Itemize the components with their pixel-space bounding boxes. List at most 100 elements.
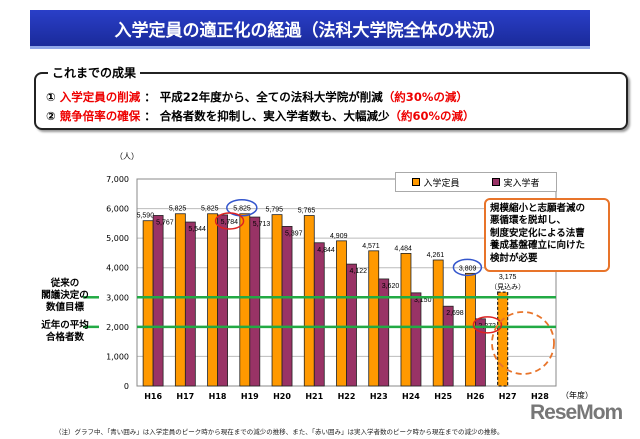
current-enrolled-circle: [472, 316, 503, 334]
resemom-logo: ReseMom: [530, 401, 623, 424]
bar-capacity: [497, 291, 509, 387]
bar-enrolled: [281, 226, 293, 387]
x-tick-label: H26: [467, 392, 485, 401]
data-label: 2,698: [446, 310, 464, 317]
result-paren: （約60%の減）: [389, 109, 475, 123]
future-dashed-circle: [491, 311, 555, 375]
data-label: 5,397: [285, 230, 303, 237]
data-label: 5,784: [221, 219, 239, 226]
bar-capacity: [239, 213, 251, 387]
y-tick-label: 0: [124, 382, 129, 391]
data-label: 5,713: [253, 221, 271, 228]
data-label: 5,765: [298, 208, 316, 215]
x-tick-label: H19: [241, 392, 259, 401]
bar-enrolled: [152, 215, 164, 387]
y-tick-label: 6,000: [106, 205, 129, 214]
legend-item-enrolled: 実入学者: [492, 176, 540, 189]
data-label: 5,767: [156, 219, 174, 226]
data-label: 5,544: [188, 226, 206, 233]
result-paren: （約30%の減）: [382, 90, 468, 104]
x-tick-label: H21: [305, 392, 323, 401]
data-label: 4,844: [317, 247, 335, 254]
bar-enrolled: [475, 318, 486, 387]
x-tick-label: H22: [338, 392, 356, 401]
result-num: ②: [46, 109, 56, 123]
y-tick-label: 2,000: [106, 323, 129, 332]
bar-enrolled: [346, 263, 357, 387]
result-label: 入学定員の削減: [59, 90, 141, 104]
bar-capacity: [336, 240, 347, 387]
data-label: 5,825: [233, 206, 251, 213]
result-sep: ：: [144, 109, 156, 123]
result-text: 合格者数を抑制し、実入学者数も、大幅減少: [159, 109, 390, 123]
bar-capacity: [303, 215, 315, 387]
data-label: 3,150: [414, 297, 432, 304]
result-text: 平成22年度から、全ての法科大学院が削減: [159, 90, 383, 104]
page-title: 入学定員の適正化の経過（法科大学院全体の状況）: [30, 10, 590, 49]
callout-box: 規模縮小と志願者減の 悪循環を脱却し、 制度安定化による法曹 養成基盤確立に向け…: [484, 198, 610, 272]
bar-capacity: [271, 214, 283, 387]
target-line-label: 従来の 閣議決定の 数値目標: [41, 278, 89, 313]
data-label: 4,261: [427, 252, 445, 259]
result-sep: ：: [144, 90, 156, 104]
bar-capacity: [400, 253, 412, 387]
results-heading: これまでの成果: [48, 64, 141, 81]
peak-enrolled-circle: [214, 212, 245, 230]
data-label: 5,795: [266, 207, 284, 214]
data-label: 5,825: [201, 206, 219, 213]
data-label: 3,809: [459, 265, 477, 272]
data-label: 5,590: [137, 213, 155, 220]
y-tick-label: 3,000: [106, 293, 129, 302]
bar-enrolled: [184, 221, 196, 387]
bar-capacity: [368, 250, 380, 387]
x-tick-label: H23: [370, 392, 388, 401]
bar-enrolled: [217, 214, 228, 387]
y-axis-label: （人）: [115, 152, 139, 161]
x-tick-label: H17: [176, 392, 194, 401]
data-label: 3,620: [382, 283, 400, 290]
bar-enrolled: [442, 305, 454, 387]
bar-capacity: [465, 272, 476, 387]
bar-enrolled: [249, 216, 261, 387]
x-tick-label: H24: [402, 392, 420, 401]
data-label: 4,484: [394, 245, 412, 252]
x-tick-label: H20: [273, 392, 291, 401]
data-label: 4,909: [330, 233, 348, 240]
current-capacity-circle: [452, 258, 483, 277]
data-label: 3,175: [499, 274, 517, 281]
bar-enrolled: [378, 278, 390, 387]
legend-label: 入学定員: [423, 178, 460, 189]
result-num: ①: [46, 90, 56, 104]
x-axis-label: （年度）: [561, 390, 593, 400]
footnote: （注）グラフ中、「青い囲み」は入学定員のピーク時から現在までの減少の推移、また、…: [55, 428, 504, 436]
y-tick-label: 1,000: [106, 352, 129, 361]
bar-enrolled: [410, 292, 422, 387]
bar-capacity: [207, 213, 218, 387]
legend-label: 実入学者: [503, 178, 540, 189]
y-tick-label: 7,000: [106, 175, 129, 184]
x-tick-label: H28: [531, 392, 549, 401]
x-tick-label: H18: [209, 392, 227, 401]
result-row: ② 競争倍率の確保 ： 合格者数を抑制し、実入学者数も、大幅減少（約60%の減）: [46, 107, 616, 126]
y-tick-label: 5,000: [106, 234, 129, 243]
y-tick-label: 4,000: [106, 264, 129, 273]
average-line-label: 近年の平均 合格者数: [41, 320, 89, 343]
result-row: ① 入学定員の削減 ： 平成22年度から、全ての法科大学院が削減（約30%の減）: [46, 88, 616, 107]
peak-capacity-circle: [226, 198, 258, 217]
data-label: 5,825: [169, 206, 187, 213]
legend-item-capacity: 入学定員: [412, 176, 460, 189]
bar-enrolled: [313, 242, 325, 387]
legend: 入学定員 実入学者: [395, 172, 557, 192]
result-label: 競争倍率の確保: [59, 109, 141, 123]
x-tick-label: H27: [499, 392, 517, 401]
data-label: 4,122: [350, 268, 368, 275]
results-box: これまでの成果 ① 入学定員の削減 ： 平成22年度から、全ての法科大学院が削減…: [34, 64, 628, 130]
bar-capacity: [432, 259, 444, 387]
bar-capacity: [174, 213, 186, 387]
estimate-label: （見込み）: [490, 282, 525, 291]
data-label: 4,571: [362, 243, 380, 250]
x-tick-label: H16: [144, 392, 162, 401]
bar-capacity: [142, 220, 154, 387]
x-tick-label: H25: [434, 392, 452, 401]
